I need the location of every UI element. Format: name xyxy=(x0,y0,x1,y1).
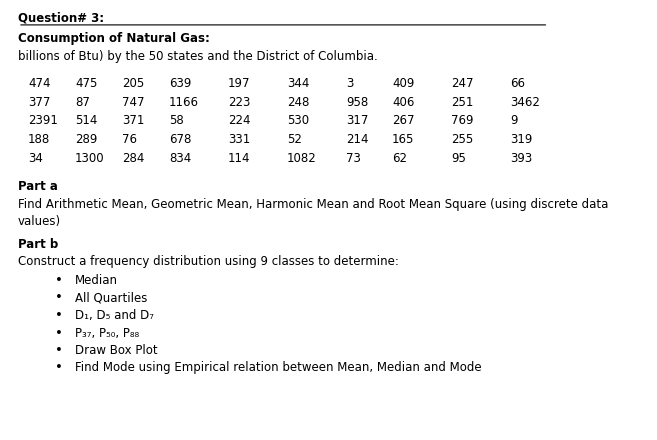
Text: 3: 3 xyxy=(346,77,353,91)
Text: 34: 34 xyxy=(28,151,43,165)
Text: 251: 251 xyxy=(451,96,474,109)
Text: 1082: 1082 xyxy=(287,151,317,165)
Text: 248: 248 xyxy=(287,96,309,109)
Text: 165: 165 xyxy=(392,133,415,146)
Text: 188: 188 xyxy=(28,133,50,146)
Text: •: • xyxy=(55,309,63,322)
Text: 197: 197 xyxy=(228,77,250,91)
Text: •: • xyxy=(55,344,63,357)
Text: 514: 514 xyxy=(75,114,97,128)
Text: Part b: Part b xyxy=(18,238,58,251)
Text: Median: Median xyxy=(75,274,118,287)
Text: 289: 289 xyxy=(75,133,97,146)
Text: Find Arithmetic Mean, Geometric Mean, Harmonic Mean and Root Mean Square (using : Find Arithmetic Mean, Geometric Mean, Ha… xyxy=(18,198,608,210)
Text: 255: 255 xyxy=(451,133,473,146)
Text: P₃₇, P₅₀, P₈₈: P₃₇, P₅₀, P₈₈ xyxy=(75,326,139,340)
Text: 205: 205 xyxy=(122,77,145,91)
Text: 530: 530 xyxy=(287,114,309,128)
Text: 9: 9 xyxy=(510,114,518,128)
Text: Consumption of Natural Gas:: Consumption of Natural Gas: xyxy=(18,32,210,45)
Text: D₁, D₅ and D₇: D₁, D₅ and D₇ xyxy=(75,309,154,322)
Text: 317: 317 xyxy=(346,114,369,128)
Text: All Quartiles: All Quartiles xyxy=(75,291,147,304)
Text: 66: 66 xyxy=(510,77,525,91)
Text: 678: 678 xyxy=(169,133,191,146)
Text: 267: 267 xyxy=(392,114,415,128)
Text: •: • xyxy=(55,274,63,287)
Text: 247: 247 xyxy=(451,77,474,91)
Text: 58: 58 xyxy=(169,114,184,128)
Text: 224: 224 xyxy=(228,114,250,128)
Text: 319: 319 xyxy=(510,133,532,146)
Text: 114: 114 xyxy=(228,151,250,165)
Text: 639: 639 xyxy=(169,77,191,91)
Text: 331: 331 xyxy=(228,133,250,146)
Text: Draw Box Plot: Draw Box Plot xyxy=(75,344,158,357)
Text: Part a: Part a xyxy=(18,180,58,193)
Text: 214: 214 xyxy=(346,133,369,146)
Text: 3462: 3462 xyxy=(510,96,540,109)
Text: 1300: 1300 xyxy=(75,151,104,165)
Text: 73: 73 xyxy=(346,151,361,165)
Text: 223: 223 xyxy=(228,96,250,109)
Text: Question# 3:: Question# 3: xyxy=(18,12,104,25)
Text: 76: 76 xyxy=(122,133,137,146)
Text: •: • xyxy=(55,291,63,304)
Text: 406: 406 xyxy=(392,96,415,109)
Text: 409: 409 xyxy=(392,77,415,91)
Text: •: • xyxy=(55,326,63,340)
Text: 958: 958 xyxy=(346,96,369,109)
Text: 475: 475 xyxy=(75,77,97,91)
Text: 474: 474 xyxy=(28,77,51,91)
Text: 95: 95 xyxy=(451,151,466,165)
Text: Find Mode using Empirical relation between Mean, Median and Mode: Find Mode using Empirical relation betwe… xyxy=(75,362,482,374)
Text: Construct a frequency distribution using 9 classes to determine:: Construct a frequency distribution using… xyxy=(18,256,399,268)
Text: 769: 769 xyxy=(451,114,474,128)
Text: 284: 284 xyxy=(122,151,145,165)
Text: 344: 344 xyxy=(287,77,309,91)
Text: 62: 62 xyxy=(392,151,407,165)
Text: 393: 393 xyxy=(510,151,532,165)
Text: •: • xyxy=(55,362,63,374)
Text: billions of Btu) by the 50 states and the District of Columbia.: billions of Btu) by the 50 states and th… xyxy=(18,51,378,63)
Text: 87: 87 xyxy=(75,96,90,109)
Text: 52: 52 xyxy=(287,133,302,146)
Text: 2391: 2391 xyxy=(28,114,58,128)
Text: 377: 377 xyxy=(28,96,51,109)
Text: 1166: 1166 xyxy=(169,96,199,109)
Text: values): values) xyxy=(18,215,61,228)
Text: 747: 747 xyxy=(122,96,145,109)
Text: 834: 834 xyxy=(169,151,191,165)
Text: 371: 371 xyxy=(122,114,145,128)
